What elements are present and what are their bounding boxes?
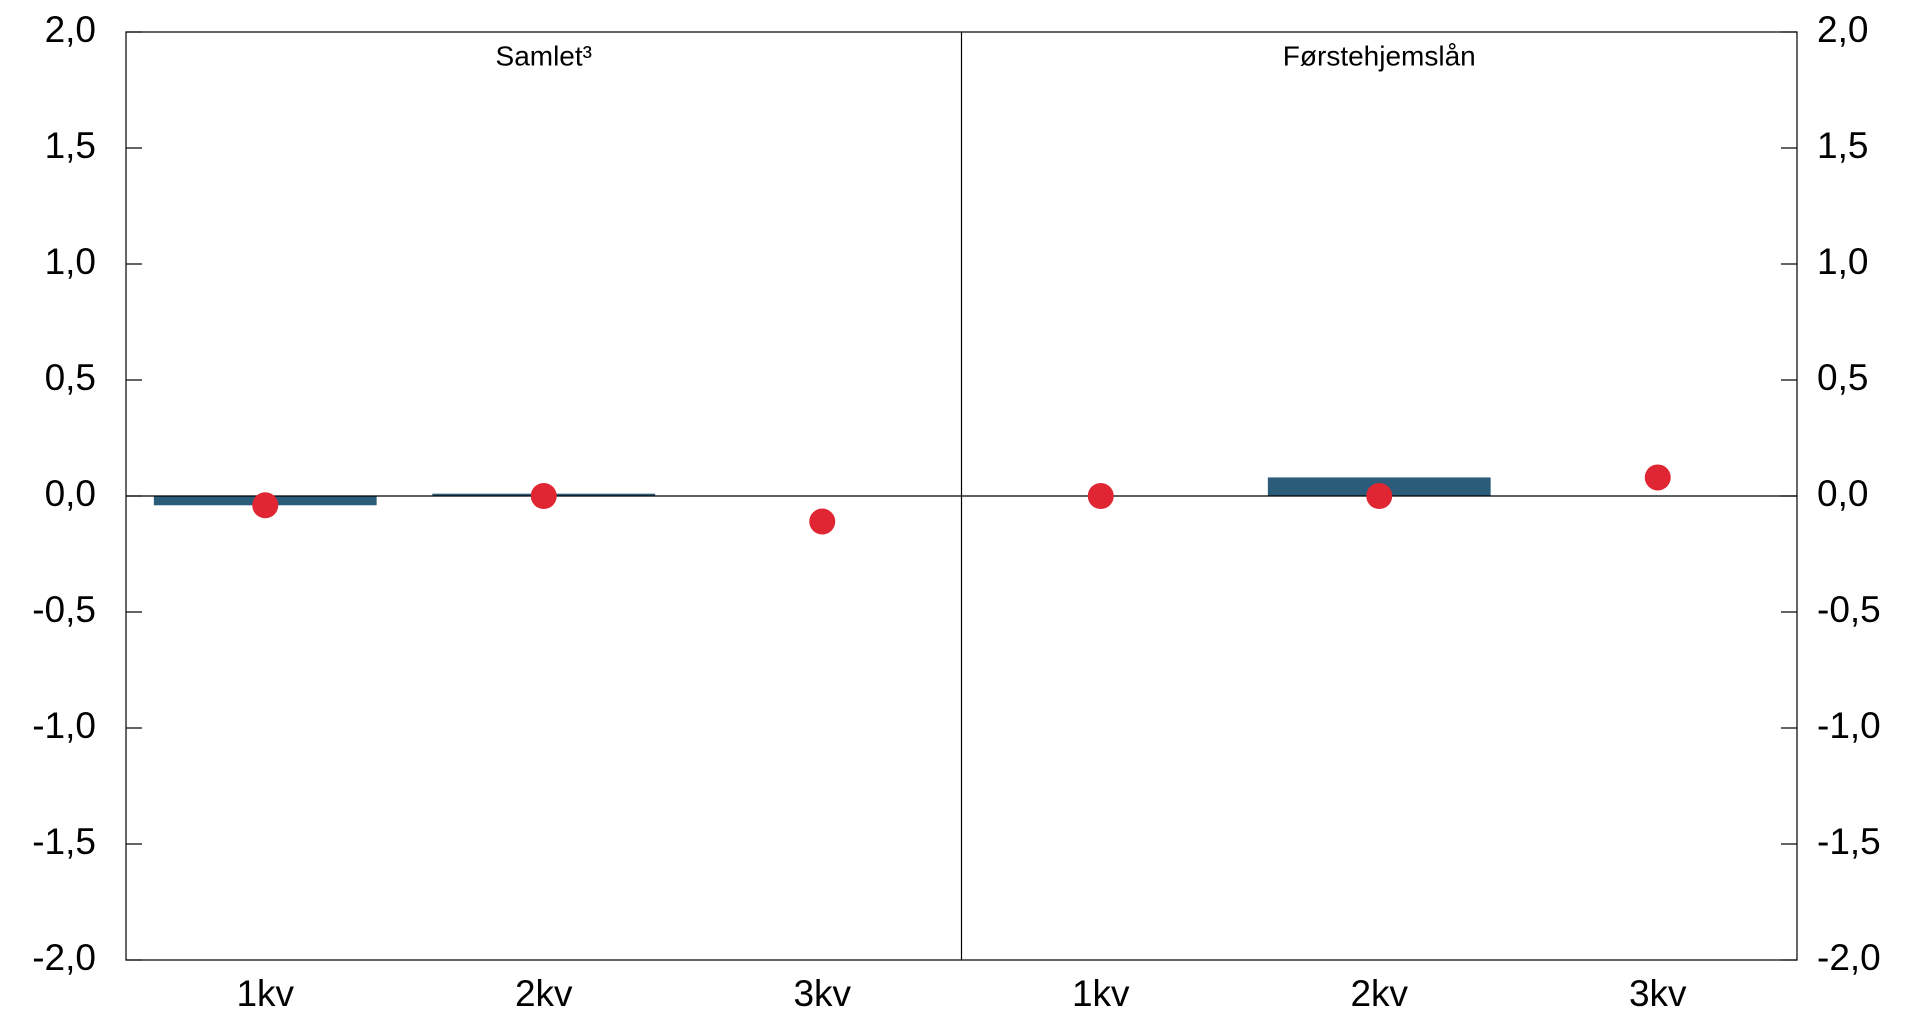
y-tick-label: 0,0 <box>45 473 96 514</box>
y2-tick-label: 1,0 <box>1817 241 1868 282</box>
dot <box>252 492 279 519</box>
y2-tick-label: 0,5 <box>1817 357 1868 398</box>
y-tick-label: -1,0 <box>32 705 96 746</box>
x-tick-label: 2kv <box>1350 973 1408 1012</box>
y-tick-label: 2,0 <box>45 9 96 50</box>
dot <box>530 483 557 509</box>
y2-tick-label: -2,0 <box>1817 937 1881 978</box>
y2-tick-label: -0,5 <box>1817 589 1881 630</box>
panel-title: Samlet³ <box>496 40 592 71</box>
y2-tick-label: 0,0 <box>1817 473 1868 514</box>
x-tick-label: 1kv <box>1072 973 1130 1012</box>
x-tick-label: 1kv <box>236 973 294 1012</box>
dot <box>1644 464 1671 491</box>
dot <box>1087 483 1114 509</box>
dot <box>1366 483 1393 509</box>
x-tick-label: 2kv <box>515 973 573 1012</box>
y2-tick-label: 1,5 <box>1817 125 1868 166</box>
dot <box>809 508 836 535</box>
panel-title: Førstehjemslån <box>1283 40 1476 71</box>
y2-tick-label: -1,0 <box>1817 705 1881 746</box>
y-tick-label: 1,0 <box>45 241 96 282</box>
y-tick-label: 1,5 <box>45 125 96 166</box>
y2-tick-label: -1,5 <box>1817 821 1881 862</box>
x-tick-label: 3kv <box>793 973 851 1012</box>
y-tick-label: 0,5 <box>45 357 96 398</box>
y-tick-label: -2,0 <box>32 937 96 978</box>
x-tick-label: 3kv <box>1629 973 1687 1012</box>
y-tick-label: -1,5 <box>32 821 96 862</box>
y-tick-label: -0,5 <box>32 589 96 630</box>
y2-tick-label: 2,0 <box>1817 9 1868 50</box>
